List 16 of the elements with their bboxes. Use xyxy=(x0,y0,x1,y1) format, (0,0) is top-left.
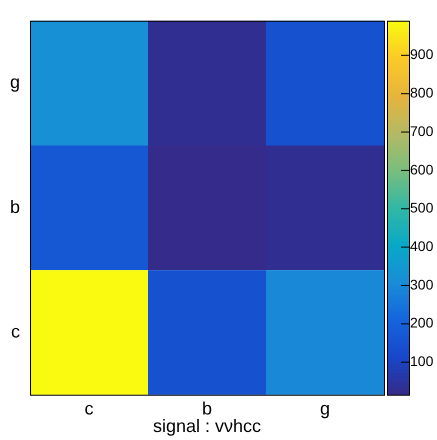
color-bar-label: 300 xyxy=(410,276,434,292)
color-bar-label: 800 xyxy=(410,84,434,101)
x-tick-label: g xyxy=(320,398,330,419)
color-bar-label: 900 xyxy=(410,46,434,62)
x-axis-title: signal : vνhcc xyxy=(152,416,262,436)
x-tick-label: c xyxy=(84,398,94,419)
color-bar-label: 700 xyxy=(410,122,434,139)
color-bar-label: 600 xyxy=(410,161,434,178)
color-bar-label: 200 xyxy=(410,314,434,331)
y-tick-label: g xyxy=(10,72,20,92)
y-tick-label: b xyxy=(10,196,20,217)
y-tick-label: c xyxy=(11,321,20,342)
x-tick-label: b xyxy=(202,398,212,419)
color-bar-label: 100 xyxy=(410,353,434,370)
color-bar-label: 500 xyxy=(410,200,434,216)
color-bar-label: 400 xyxy=(410,238,434,254)
